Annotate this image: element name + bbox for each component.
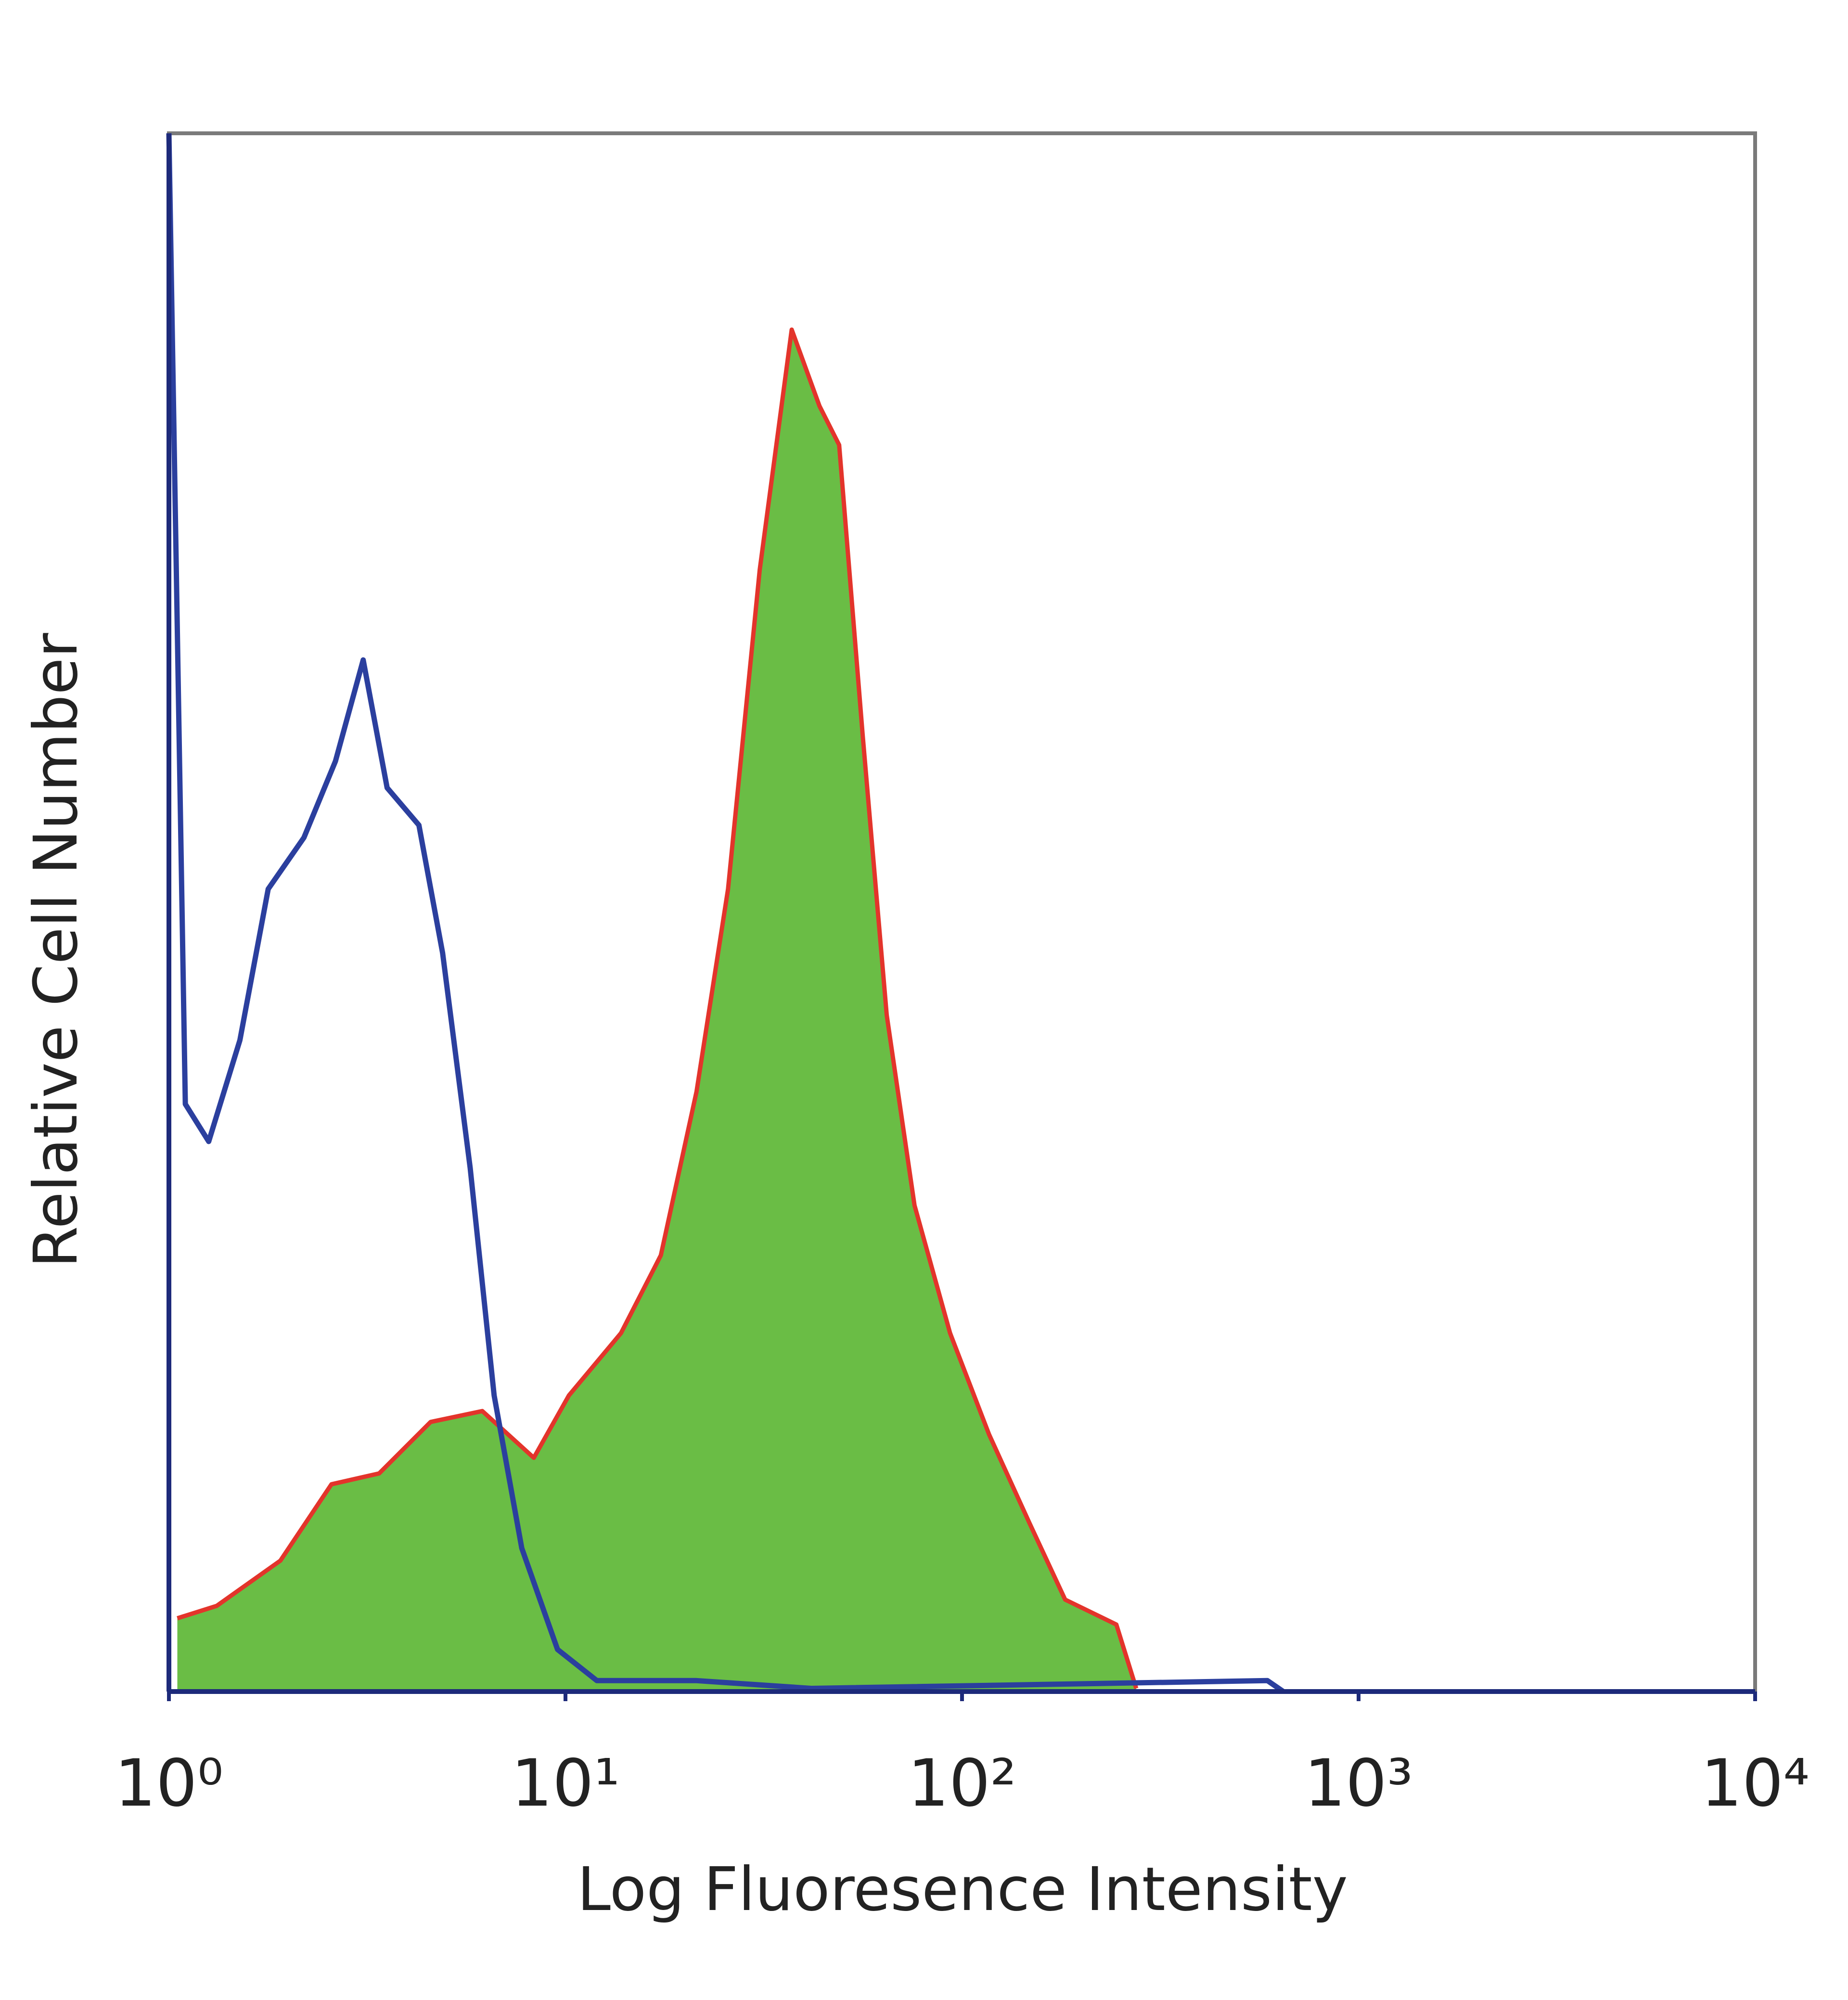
x-tick-label: 10¹ [511, 1745, 620, 1821]
x-tick-label: 10³ [1304, 1745, 1413, 1821]
histogram-line [166, 133, 1285, 1694]
y-axis-label: Relative Cell Number [21, 633, 91, 1268]
histogram-area [177, 330, 1136, 1692]
histogram-outline [177, 327, 1139, 1689]
x-tick-label: 10⁰ [115, 1745, 223, 1821]
x-axis-label: Log Fluoresence Intensity [577, 1855, 1348, 1924]
x-tick-label: 10² [908, 1745, 1016, 1821]
x-tick-label: 10⁴ [1701, 1745, 1810, 1821]
plot-area [166, 133, 1285, 1694]
